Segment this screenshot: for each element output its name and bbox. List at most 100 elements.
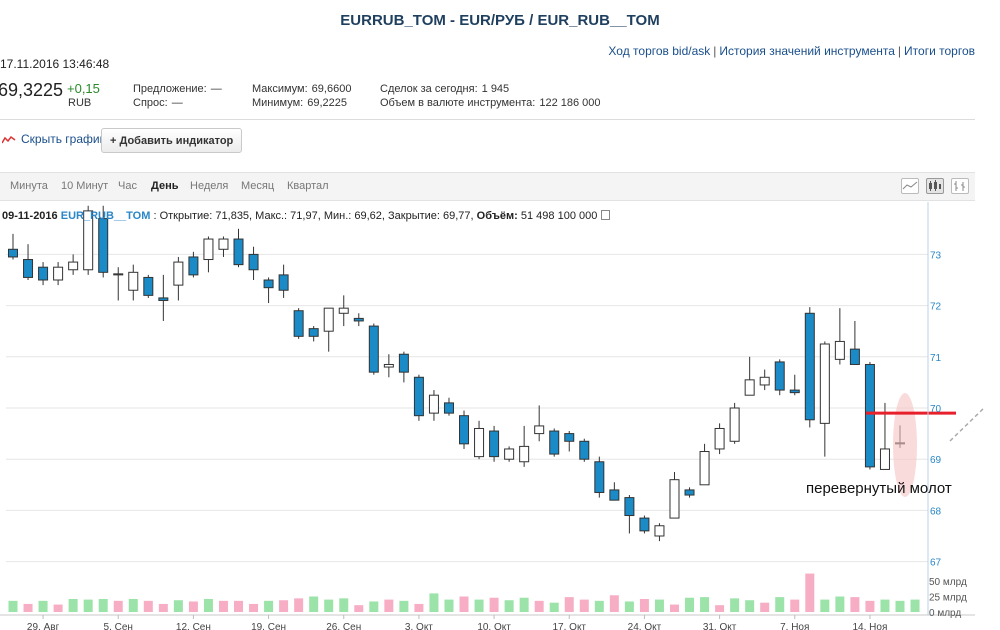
tab-hour[interactable]: Час <box>118 180 137 192</box>
volume-bar <box>83 599 93 612</box>
candle-body <box>128 271 139 291</box>
candle <box>158 274 169 321</box>
highlight-ellipse <box>893 393 917 497</box>
volume-bars <box>8 573 920 612</box>
candle-body <box>699 451 710 486</box>
candle <box>428 390 439 421</box>
candle-body <box>203 238 214 261</box>
candle <box>368 323 379 375</box>
volume-bar <box>865 600 875 612</box>
bar-view-icon[interactable] <box>951 178 969 194</box>
offer-value: — <box>210 83 222 95</box>
candle <box>353 313 364 327</box>
volume-bar <box>654 599 664 612</box>
volume-bar <box>249 603 259 612</box>
x-tick-label: 10. Окт <box>477 622 511 630</box>
candle <box>38 262 49 286</box>
volume-tick-label: 0 млрд <box>929 608 961 619</box>
volume-bar <box>309 596 319 612</box>
volume-bar <box>594 600 604 612</box>
volume-bar <box>835 596 845 612</box>
min-value: 69,2225 <box>307 97 347 109</box>
tab-minute[interactable]: Минута <box>10 180 48 192</box>
volume-bar <box>504 600 514 612</box>
quote-datetime: 17.11.2016 13:46:48 <box>0 57 110 71</box>
max-info: Максимум: 69,6600 <box>252 83 351 95</box>
price-change: +0,15 <box>67 81 100 96</box>
candle-body <box>383 363 394 368</box>
link-history[interactable]: История значений инструмента <box>719 44 895 58</box>
candle <box>383 354 394 378</box>
candle <box>564 431 575 452</box>
document-icon[interactable] <box>601 210 611 220</box>
candle <box>594 456 605 498</box>
candle <box>774 359 785 396</box>
volume-tick-label: 50 млрд <box>929 577 967 588</box>
volume-value: 122 186 000 <box>539 97 601 109</box>
ohlc-volume-label: Объём: <box>476 210 518 222</box>
candle <box>68 254 79 275</box>
volume-bar <box>128 598 138 612</box>
candle-body <box>489 430 500 458</box>
line-view-icon[interactable] <box>901 178 919 194</box>
volume-bar <box>775 597 785 612</box>
tab-day[interactable]: День <box>151 180 179 192</box>
candle <box>323 307 334 352</box>
candle <box>624 495 635 534</box>
candle-body <box>639 517 650 532</box>
ohlc-volume-value: 51 498 100 000 <box>520 210 598 222</box>
hide-chart-link[interactable]: Скрыть график <box>1 132 105 146</box>
tab-quarter[interactable]: Квартал <box>287 180 329 192</box>
candle-body <box>428 394 439 414</box>
divider <box>0 119 975 120</box>
link-bid-ask[interactable]: Ход торгов bid/ask <box>608 44 711 58</box>
volume-bar <box>639 598 649 612</box>
link-results[interactable]: Итоги торгов <box>904 44 975 58</box>
volume-bar <box>68 598 78 612</box>
candle <box>579 438 590 462</box>
candle-body <box>413 376 424 417</box>
volume-bar <box>8 600 18 612</box>
tab-month[interactable]: Месяц <box>241 180 275 192</box>
volume-bar <box>564 597 574 612</box>
y-tick-label: 73 <box>930 250 942 261</box>
candle <box>308 326 319 342</box>
deals-value: 1 945 <box>481 83 510 95</box>
candle-body <box>218 238 229 250</box>
x-tick-label: 12. Сен <box>176 622 211 630</box>
y-tick-label: 69 <box>930 455 942 466</box>
add-indicator-button[interactable]: + Добавить индикатор <box>101 128 243 153</box>
candle-body <box>459 415 470 445</box>
candle-body <box>819 343 830 424</box>
x-tick-label: 31. Окт <box>703 622 737 630</box>
tab-week[interactable]: Неделя <box>190 180 229 192</box>
candle-body <box>293 310 304 337</box>
candle-body <box>804 312 815 421</box>
price-currency: RUB <box>68 97 92 109</box>
candle <box>173 256 184 301</box>
candle <box>849 320 860 365</box>
volume-bar <box>369 601 379 612</box>
candle <box>789 374 800 396</box>
x-tick-label: 17. Окт <box>552 622 586 630</box>
volume-bar <box>730 598 740 612</box>
volume-bar <box>234 600 244 612</box>
volume-bar <box>880 599 890 612</box>
candle <box>744 356 755 396</box>
candle <box>143 274 154 298</box>
volume-bar <box>264 600 274 612</box>
tab-10-minutes[interactable]: 10 Минут <box>61 180 109 192</box>
forecast-dashed-line <box>949 406 986 442</box>
volume-bar <box>38 600 48 612</box>
ohlc-date: 09-11-2016 <box>2 210 58 222</box>
top-links: Ход торгов bid/ask | История значений инст… <box>608 44 975 58</box>
candle-body <box>188 256 199 276</box>
candle <box>639 515 650 534</box>
candle-body <box>669 479 680 519</box>
demand-info: Спрос: — <box>133 97 183 109</box>
candle <box>714 423 725 455</box>
candle <box>218 236 229 257</box>
volume-bar <box>384 599 394 612</box>
candle-body <box>774 361 785 391</box>
candle-view-icon[interactable] <box>926 178 944 194</box>
